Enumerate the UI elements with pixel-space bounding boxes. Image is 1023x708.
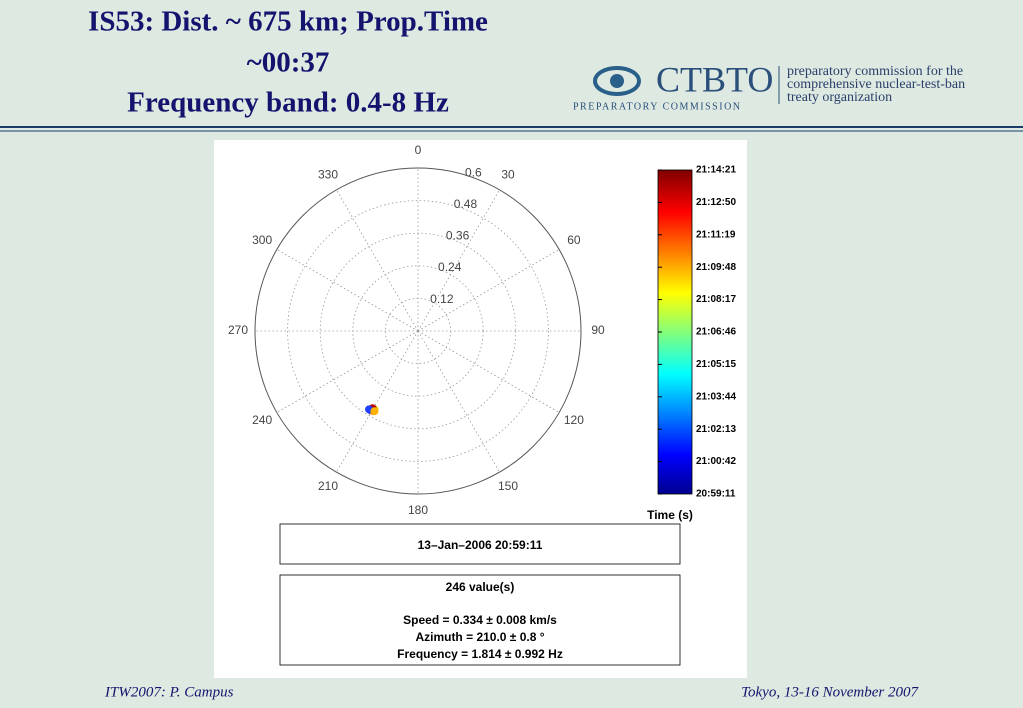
logo-tagline: comprehensive nuclear-test-ban [787, 77, 965, 92]
logo-tagline: treaty organization [787, 90, 892, 105]
theta-tick-label: 120 [564, 413, 584, 427]
stat-line: Frequency = 1.814 ± 0.992 Hz [397, 647, 563, 661]
theta-tick-label: 330 [318, 167, 338, 181]
spoke [417, 249, 560, 332]
point [370, 407, 379, 416]
colorbar [657, 169, 693, 495]
r-tick-label: 0.12 [430, 292, 454, 306]
logo-subtitle: PREPARATORY COMMISSION [573, 101, 742, 112]
theta-tick-label: 180 [408, 503, 428, 517]
colorbar-tick-label: 21:12:50 [696, 197, 736, 208]
theta-tick-label: 240 [252, 413, 272, 427]
theta-tick-label: 150 [498, 479, 518, 493]
title-line: Frequency band: 0.4-8 Hz [127, 87, 449, 119]
theta-tick-label: 90 [591, 323, 605, 337]
title-line: IS53: Dist. ~ 675 km; Prop.Time [88, 6, 488, 38]
grid-circle [319, 232, 517, 430]
theta-tick-label: 30 [501, 167, 515, 181]
spoke [336, 330, 419, 473]
spoke [417, 189, 500, 332]
colorbar-tick-label: 21:08:17 [696, 294, 736, 305]
footer-left: ITW2007: P. Campus [104, 684, 234, 700]
spoke [417, 330, 560, 413]
date-text: 13–Jan–2006 20:59:11 [418, 538, 543, 552]
r-tick-label: 0.48 [454, 197, 478, 211]
colorbar-label: Time (s) [647, 508, 693, 522]
r-tick-label: 0.36 [446, 229, 470, 243]
spoke [417, 330, 500, 473]
logo: CTBTO PREPARATORY COMMISSION preparatory… [573, 59, 965, 112]
stat-line: Azimuth = 210.0 ± 0.8 ° [415, 630, 544, 644]
colorbar-tick-label: 21:02:13 [696, 424, 736, 435]
grid-circle [287, 200, 549, 462]
theta-tick-label: 210 [318, 479, 338, 493]
colorbar-tick-label: 21:03:44 [696, 391, 736, 402]
theta-tick-label: 270 [228, 323, 248, 337]
count-text: 246 value(s) [446, 580, 515, 594]
stat-line: Speed = 0.334 ± 0.008 km/s [403, 613, 557, 627]
colorbar-tick-label: 21:11:19 [696, 229, 736, 240]
theta-tick-label: 0 [415, 143, 422, 157]
logo-tagline: preparatory commission for the [787, 64, 963, 79]
colorbar-tick-label: 21:00:42 [696, 456, 736, 467]
spoke [276, 249, 419, 332]
spoke [336, 189, 419, 332]
colorbar-tick-label: 20:59:11 [696, 489, 736, 500]
colorbar-tick-label: 21:06:46 [696, 327, 736, 338]
r-tick-label: 0.6 [465, 165, 482, 179]
grid-circle [254, 167, 582, 495]
colorbar-tick-label: 21:09:48 [696, 262, 736, 273]
r-tick-label: 0.24 [438, 260, 462, 274]
colorbar-tick-label: 21:05:15 [696, 359, 736, 370]
title-line: ~00:37 [247, 47, 330, 79]
theta-tick-label: 300 [252, 233, 272, 247]
logo-name: CTBTO [656, 59, 773, 99]
theta-tick-label: 60 [567, 233, 581, 247]
spoke [276, 330, 419, 413]
colorbar-tick-label: 21:14:21 [696, 165, 736, 176]
footer-right: Tokyo, 13-16 November 2007 [741, 684, 919, 700]
